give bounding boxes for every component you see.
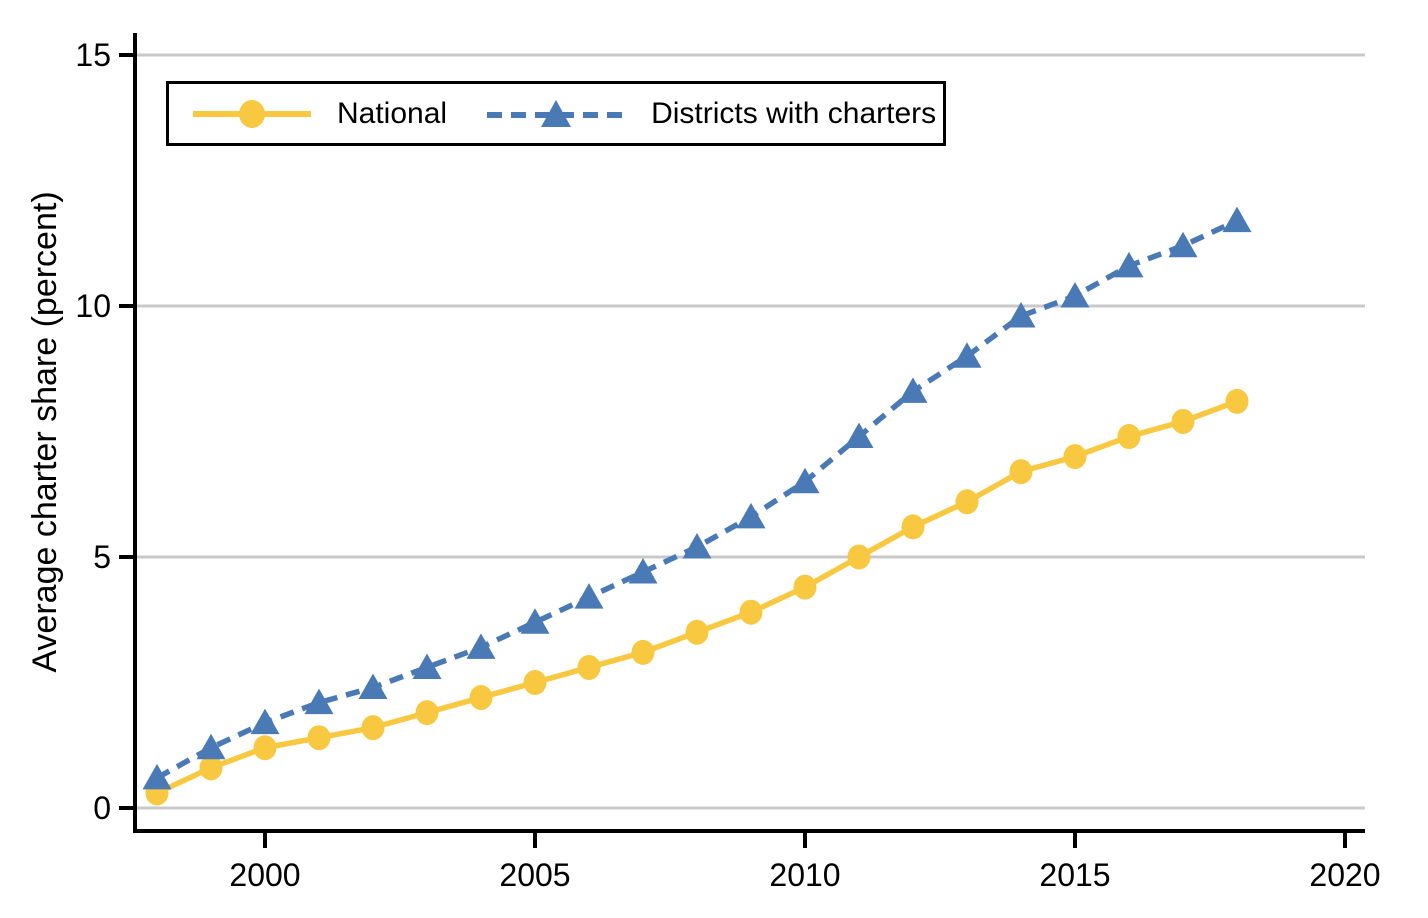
data-point-triangle xyxy=(628,558,658,584)
data-point-triangle xyxy=(142,763,172,790)
data-point-triangle xyxy=(898,377,928,403)
data-point-triangle xyxy=(574,583,604,609)
data-point-circle xyxy=(577,654,601,680)
data-point-circle xyxy=(793,574,817,600)
gridlines xyxy=(137,53,1365,810)
data-point-triangle xyxy=(250,708,280,735)
data-point-circle xyxy=(469,685,493,711)
legend: National Districts with charters xyxy=(166,81,946,146)
x-tick-label-2005: 2005 xyxy=(499,857,570,893)
data-point-circle xyxy=(847,544,871,570)
data-point-triangle xyxy=(358,673,388,700)
triangle-marker-icon xyxy=(541,99,572,127)
y-tick-label-0: 0 xyxy=(93,790,111,826)
data-point-circle xyxy=(1225,388,1249,414)
circle-marker-icon xyxy=(239,99,265,128)
data-point-triangle xyxy=(520,608,550,634)
national-line-swatch xyxy=(193,99,311,128)
data-series xyxy=(142,206,1252,806)
legend-item-districts: Districts with charters xyxy=(485,98,936,130)
districts-line-swatch xyxy=(487,99,626,127)
data-point-triangle xyxy=(412,653,442,679)
series-districts-with-charters xyxy=(142,206,1252,790)
data-point-triangle xyxy=(1006,302,1036,328)
data-point-circle xyxy=(739,599,763,625)
legend-label-districts: Districts with charters xyxy=(651,96,937,130)
y-tick-label-10: 10 xyxy=(75,288,111,324)
data-point-circle xyxy=(901,514,925,540)
data-point-triangle xyxy=(790,467,820,494)
data-point-circle xyxy=(361,715,385,741)
data-point-circle xyxy=(631,639,655,665)
data-point-circle xyxy=(1009,459,1033,485)
data-point-circle xyxy=(253,735,277,761)
data-point-triangle xyxy=(196,733,226,760)
data-point-circle xyxy=(415,700,439,726)
y-tick-label-5: 5 xyxy=(93,539,111,575)
x-tick-label-2000: 2000 xyxy=(229,857,300,893)
data-point-triangle xyxy=(682,532,712,559)
data-point-triangle xyxy=(466,633,496,659)
data-point-triangle xyxy=(1060,281,1090,308)
data-point-circle xyxy=(199,755,223,781)
data-point-circle xyxy=(1063,444,1087,470)
data-point-circle xyxy=(955,489,979,515)
series-national xyxy=(145,388,1249,806)
legend-label-national: National xyxy=(337,96,448,130)
data-point-circle xyxy=(307,725,331,751)
data-point-triangle xyxy=(1168,231,1198,258)
data-point-circle xyxy=(523,670,547,695)
data-point-circle xyxy=(1171,408,1195,434)
data-point-circle xyxy=(1117,424,1141,450)
y-tick-label-15: 15 xyxy=(75,37,111,73)
legend-item-national: National xyxy=(191,96,448,130)
x-tick-label-2020: 2020 xyxy=(1309,857,1380,893)
tick-labels: 0 5 10 15 2000 2005 2010 2015 2020 xyxy=(75,37,1380,893)
axes xyxy=(119,33,1365,848)
x-tick-label-2010: 2010 xyxy=(769,857,840,893)
data-point-triangle xyxy=(1114,251,1144,278)
data-point-triangle xyxy=(1222,206,1252,233)
data-point-triangle xyxy=(844,422,874,449)
data-point-circle xyxy=(685,619,709,645)
data-point-triangle xyxy=(304,688,334,715)
x-tick-label-2015: 2015 xyxy=(1039,857,1110,893)
data-point-triangle xyxy=(952,342,982,368)
y-axis-title: Average charter share (percent) xyxy=(26,191,64,672)
data-point-triangle xyxy=(736,502,766,529)
